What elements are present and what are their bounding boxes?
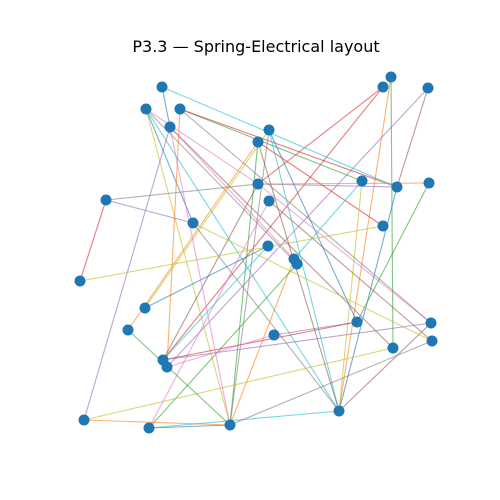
edge xyxy=(257,183,432,324)
edge xyxy=(148,410,340,429)
node xyxy=(140,103,152,115)
node xyxy=(164,121,176,133)
edge xyxy=(169,126,295,260)
edge xyxy=(179,108,432,324)
edge xyxy=(192,222,433,342)
edge xyxy=(257,183,398,188)
edge xyxy=(162,322,432,361)
edge xyxy=(166,334,275,368)
edge xyxy=(268,129,340,412)
edge xyxy=(144,129,270,309)
edge xyxy=(166,87,429,368)
node xyxy=(187,217,199,229)
edge xyxy=(338,180,363,412)
edge xyxy=(79,225,384,282)
edge xyxy=(105,199,194,224)
node xyxy=(263,124,275,136)
node xyxy=(377,220,389,232)
edge xyxy=(148,424,231,429)
node xyxy=(387,342,399,354)
edge xyxy=(268,129,358,323)
edge xyxy=(161,86,398,188)
edges xyxy=(79,76,433,429)
node xyxy=(143,422,155,434)
edge xyxy=(390,76,394,349)
edge xyxy=(145,108,259,185)
node xyxy=(74,275,86,287)
edge xyxy=(83,347,394,421)
edge xyxy=(396,87,429,188)
node xyxy=(291,258,303,270)
edge xyxy=(162,245,269,361)
edge xyxy=(169,126,394,349)
title: P3.3 — Spring-Electrical layout xyxy=(132,37,379,56)
node xyxy=(422,82,434,94)
edge xyxy=(229,141,259,426)
node xyxy=(262,240,274,252)
node xyxy=(78,414,90,426)
edge xyxy=(293,180,363,260)
node xyxy=(351,316,363,328)
node xyxy=(174,103,186,115)
edge xyxy=(83,126,171,421)
edge xyxy=(166,108,181,368)
edge xyxy=(338,322,432,412)
node xyxy=(423,177,435,189)
node xyxy=(139,302,151,314)
node xyxy=(224,419,236,431)
edge xyxy=(162,183,259,361)
nodes xyxy=(74,71,438,434)
node xyxy=(161,361,173,373)
edge xyxy=(179,108,398,188)
edge xyxy=(338,76,392,412)
node xyxy=(263,195,275,207)
edge xyxy=(192,222,340,412)
node xyxy=(100,194,112,206)
edge xyxy=(257,141,340,412)
edge xyxy=(162,321,358,361)
edge xyxy=(148,263,298,429)
node xyxy=(122,324,134,336)
node xyxy=(268,329,280,341)
node xyxy=(356,175,368,187)
node xyxy=(426,335,438,347)
edge xyxy=(127,329,231,426)
edge xyxy=(229,258,295,426)
node xyxy=(425,317,437,329)
node xyxy=(156,81,168,93)
edge xyxy=(169,126,231,426)
edge xyxy=(273,321,358,336)
node xyxy=(391,181,403,193)
edge xyxy=(148,200,270,429)
edge xyxy=(179,108,363,182)
node xyxy=(252,178,264,190)
node xyxy=(333,405,345,417)
edge xyxy=(79,199,107,282)
edge xyxy=(257,182,430,185)
edge xyxy=(144,245,269,309)
edge xyxy=(83,419,231,426)
edge xyxy=(268,200,433,342)
edge xyxy=(257,86,384,185)
edge xyxy=(145,108,340,412)
edge xyxy=(127,141,259,331)
edge xyxy=(105,183,259,201)
edge xyxy=(161,86,171,128)
edge xyxy=(162,86,384,361)
node xyxy=(252,136,264,148)
edge xyxy=(356,182,430,323)
node xyxy=(377,81,389,93)
node xyxy=(385,71,397,83)
